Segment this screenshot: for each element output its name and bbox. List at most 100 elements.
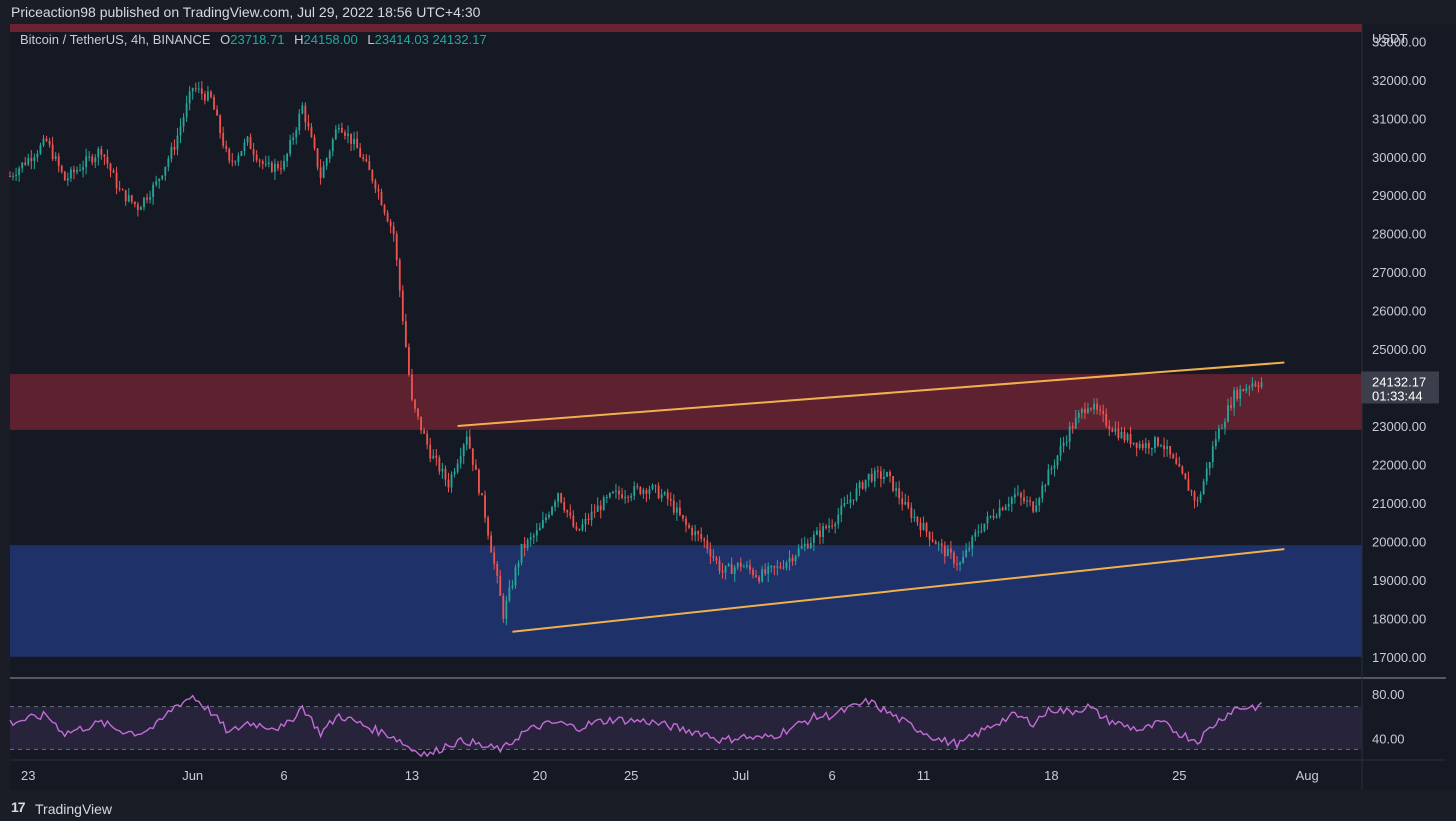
candle-body	[870, 473, 873, 482]
candle-body	[322, 165, 325, 178]
candle-body	[420, 416, 422, 431]
candle-body	[386, 212, 389, 222]
candle-body	[136, 204, 139, 210]
candle-body	[45, 138, 48, 141]
candle-body	[124, 190, 127, 202]
candle-body	[946, 548, 949, 557]
symbol-legend: Bitcoin / TetherUS, 4h, BINANCE O23718.7…	[20, 32, 487, 47]
candle-body	[962, 556, 965, 563]
candle-body	[660, 494, 663, 499]
candle-body	[246, 136, 249, 143]
candle-body	[140, 207, 142, 210]
candle-body	[712, 556, 715, 558]
candle-body	[980, 530, 983, 532]
candle-body	[615, 490, 617, 492]
candle-body	[965, 549, 968, 557]
candle-body	[57, 156, 60, 166]
candle-body	[21, 162, 24, 169]
price-tick-label: 19000.00	[1372, 573, 1426, 588]
candle-body	[1227, 405, 1229, 422]
candle-body	[837, 514, 840, 524]
candle-body	[624, 496, 627, 498]
candle-body	[109, 163, 112, 171]
candle-body	[106, 156, 109, 164]
candle-body	[523, 543, 526, 549]
candle-body	[15, 175, 18, 177]
candle-body	[514, 567, 517, 586]
tradingview-brand: TradingView	[35, 801, 113, 817]
candle-body	[590, 511, 593, 520]
candle-body	[1166, 446, 1169, 450]
current-price-countdown: 01:33:44	[1372, 388, 1423, 403]
candle-body	[883, 476, 885, 479]
candle-body	[773, 566, 776, 568]
candle-body	[216, 109, 218, 116]
candle-body	[934, 541, 937, 545]
candle-body	[222, 133, 225, 146]
price-tick-label: 22000.00	[1372, 457, 1426, 472]
candle-body	[1233, 390, 1236, 408]
candle-body	[143, 197, 145, 208]
candle-body	[359, 148, 362, 158]
price-tick-label: 31000.00	[1372, 111, 1426, 126]
candle-body	[1251, 383, 1254, 388]
candle-body	[277, 163, 279, 169]
candle-body	[535, 530, 538, 536]
candle-body	[1221, 427, 1223, 429]
candle-body	[995, 516, 998, 518]
price-tick-label: 18000.00	[1372, 611, 1426, 626]
candle-body	[700, 534, 703, 539]
candle-body	[301, 105, 304, 114]
candle-body	[925, 523, 928, 532]
candle-body	[474, 464, 477, 470]
candle-body	[1114, 428, 1117, 432]
candle-body	[1044, 485, 1047, 487]
candle-body	[295, 130, 298, 138]
candle-body	[304, 105, 307, 123]
candle-body	[599, 505, 602, 511]
candle-body	[895, 488, 898, 491]
candle-body	[834, 523, 837, 527]
candle-body	[767, 566, 770, 574]
candle-body	[1214, 439, 1217, 447]
candle-body	[940, 543, 943, 546]
candle-body	[724, 565, 727, 573]
time-tick-label: 11	[917, 768, 931, 783]
candle-body	[605, 497, 608, 499]
candle-body	[633, 486, 636, 496]
candle-body	[371, 170, 374, 181]
candle-body	[855, 488, 858, 501]
publish-info: Priceaction98 published on TradingView.c…	[11, 4, 481, 20]
candle-body	[51, 144, 54, 160]
candle-body	[274, 163, 276, 172]
candle-body	[267, 162, 270, 164]
candle-body	[849, 499, 852, 503]
candle-body	[560, 493, 563, 503]
candle-body	[645, 489, 648, 494]
candle-body	[228, 148, 231, 161]
candle-body	[828, 525, 831, 528]
candle-body	[164, 166, 167, 176]
candle-body	[76, 170, 78, 173]
candle-body	[1160, 445, 1162, 447]
candle-body	[63, 171, 66, 181]
time-tick-label: 20	[533, 768, 547, 783]
time-tick-label: Aug	[1296, 768, 1319, 783]
candle-body	[502, 595, 505, 619]
candle-body	[380, 191, 383, 206]
candle-body	[112, 170, 115, 173]
candle-body	[876, 470, 879, 472]
candle-body	[270, 162, 273, 172]
candle-body	[194, 88, 197, 90]
candle-body	[989, 516, 992, 518]
candle-body	[879, 471, 882, 479]
candle-body	[770, 566, 773, 568]
candle-body	[225, 145, 228, 149]
candle-body	[79, 170, 81, 172]
candle-body	[831, 525, 834, 527]
candle-body	[365, 159, 368, 162]
candle-body	[685, 518, 687, 526]
candle-body	[1010, 497, 1013, 504]
candle-body	[572, 515, 575, 527]
